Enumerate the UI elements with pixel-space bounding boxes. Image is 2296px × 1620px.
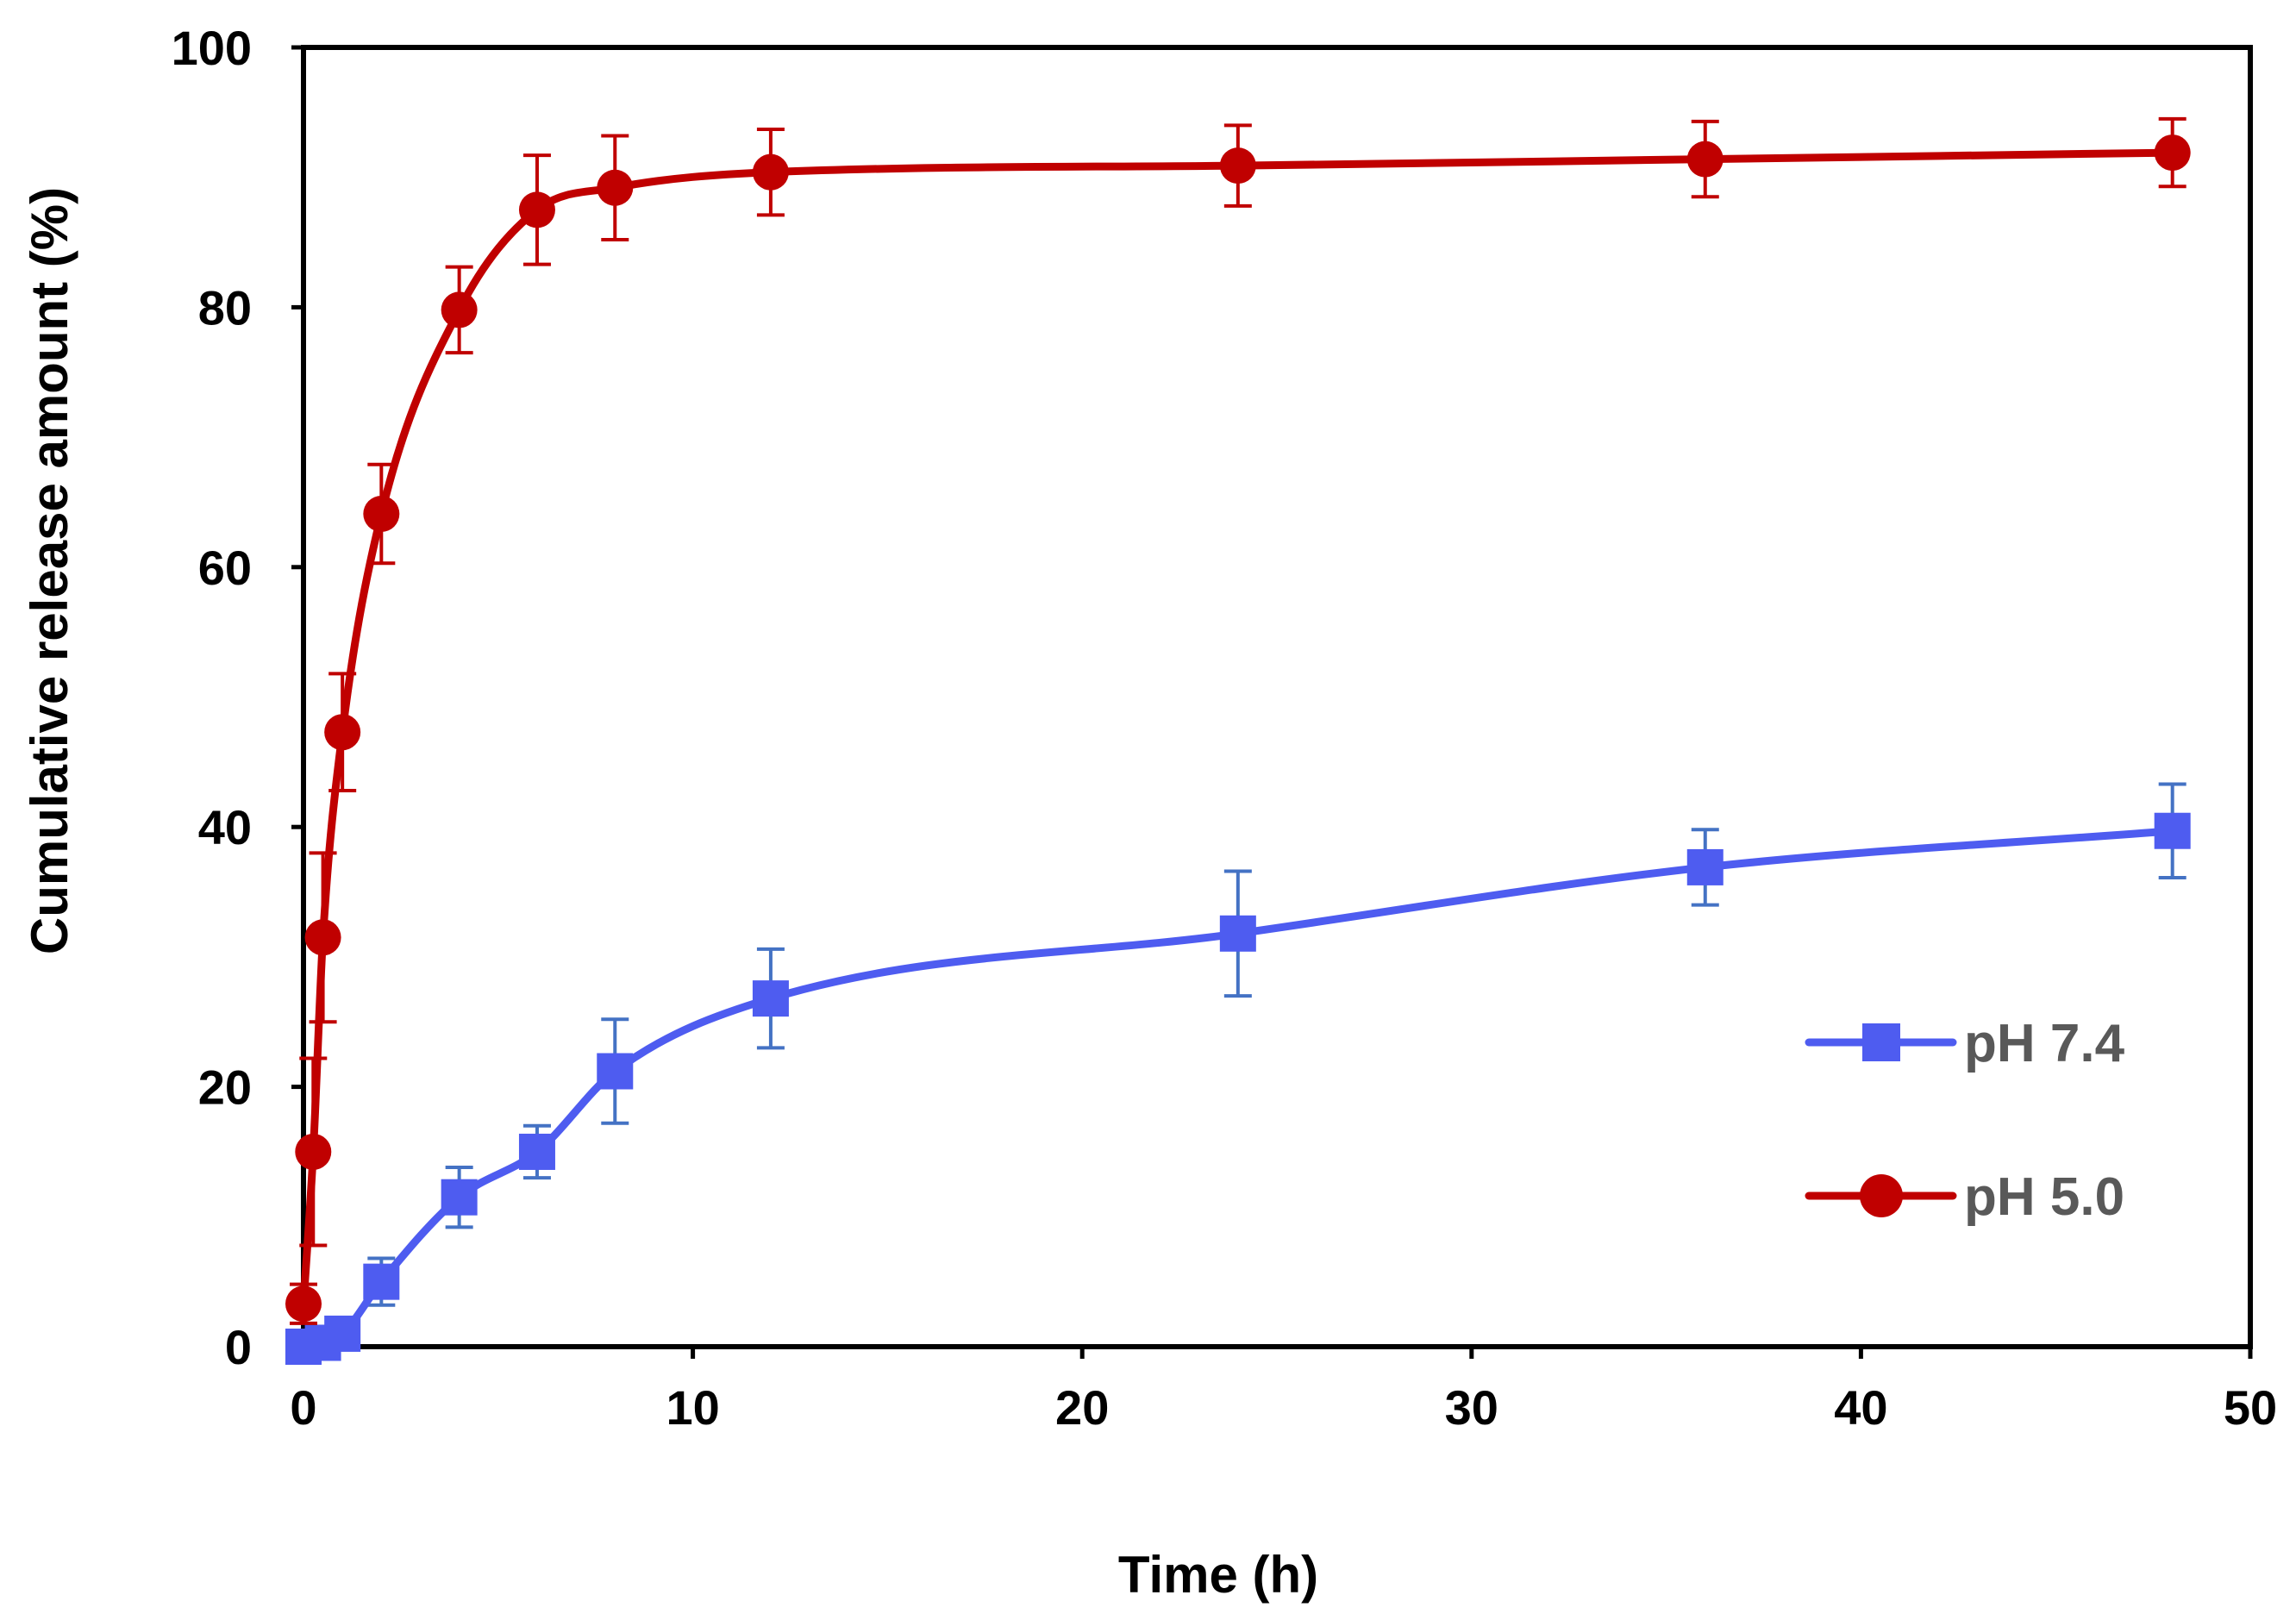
data-point-ph-5-0 [1219,147,1256,185]
data-point-ph-5-0 [2154,134,2191,172]
y-tick-label: 40 [198,800,252,854]
data-point-ph-5-0 [285,1285,322,1323]
plot-area-frame [301,45,2253,1349]
data-point-ph-7-4 [597,1053,634,1090]
data-point-ph-7-4 [1686,848,1724,885]
x-tick-label: 40 [1834,1380,1887,1435]
x-tick-label: 10 [666,1380,719,1435]
data-point-ph-5-0 [597,169,634,206]
data-point-ph-5-0 [324,714,361,751]
x-tick-label: 30 [1445,1380,1498,1435]
y-tick-label: 0 [225,1320,252,1374]
series-ph-7-4 [285,782,2191,1365]
data-point-ph-5-0 [304,919,341,956]
data-point-ph-7-4 [363,1263,400,1300]
y-axis-title: Cumulative release amount (%) [21,187,78,954]
y-tick-label: 100 [172,21,252,75]
x-tick-label: 50 [2224,1380,2277,1435]
data-point-ph-5-0 [363,496,400,533]
data-point-ph-7-4 [1219,915,1256,952]
x-tick-label: 0 [290,1380,316,1435]
data-point-ph-7-4 [324,1315,361,1352]
legend-entry-ph-5-0: pH 5.0 [1805,1167,2124,1227]
legend-marker-square-ph-7-4 [1862,1023,1900,1061]
legend-label-ph-7-4: pH 7.4 [1964,1014,2125,1073]
data-point-ph-5-0 [441,291,478,328]
x-axis-title: Time (h) [1118,1546,1318,1604]
data-point-ph-7-4 [752,980,789,1017]
y-tick-label: 80 [198,280,252,335]
data-point-ph-7-4 [2154,812,2191,849]
data-point-ph-5-0 [518,191,555,228]
legend-entry-ph-7-4: pH 7.4 [1805,1014,2125,1073]
data-point-ph-5-0 [752,153,789,191]
series-ph-5-0 [285,116,2191,1325]
x-tick-label: 20 [1055,1380,1109,1435]
data-point-ph-5-0 [295,1133,332,1170]
legend-label-ph-5-0: pH 5.0 [1964,1167,2124,1227]
y-tick-label: 20 [198,1060,252,1115]
legend-marker-circle-ph-5-0 [1860,1174,1903,1217]
data-point-ph-5-0 [1686,141,1724,178]
data-point-ph-7-4 [518,1133,555,1170]
y-tick-label: 60 [198,541,252,595]
data-point-ph-7-4 [441,1179,478,1216]
